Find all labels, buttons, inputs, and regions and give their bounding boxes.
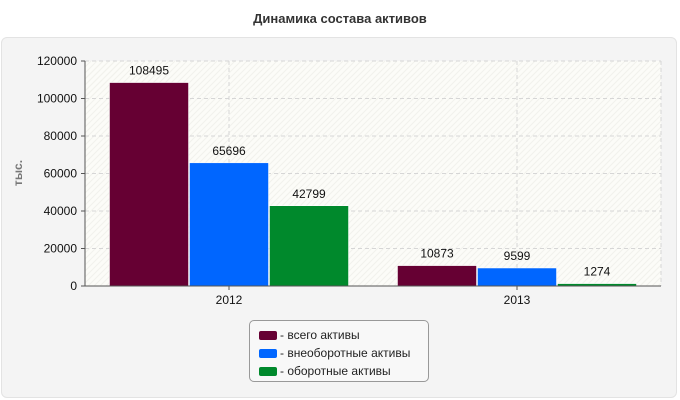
plot-hatch [447, 72, 662, 287]
chart-title: Динамика состава активов [253, 11, 427, 26]
legend-label: - всего активы [280, 328, 360, 342]
plot-hatch [555, 180, 662, 287]
y-axis-label: тыс. [11, 160, 25, 186]
legend-swatch [259, 366, 277, 376]
plot-hatch [84, 60, 122, 98]
plot-hatch [633, 258, 662, 287]
plot-hatch [609, 234, 662, 287]
plot-hatch [84, 60, 134, 110]
y-tick-label: 0 [70, 279, 77, 293]
plot-hatch [543, 168, 662, 287]
legend-swatch [259, 330, 277, 340]
x-tick-label: 2013 [504, 293, 531, 307]
y-tick-label: 20000 [44, 242, 78, 256]
plot-hatch [537, 162, 662, 287]
plot-hatch [84, 60, 92, 68]
bar [109, 82, 189, 287]
data-label: 9599 [504, 249, 531, 263]
plot-hatch [591, 216, 662, 287]
legend-label: - оборотные активы [280, 364, 391, 378]
plot-hatch [597, 222, 662, 287]
plot-hatch [531, 156, 662, 287]
plot-hatch [84, 60, 110, 86]
plot-hatch [561, 186, 662, 287]
y-tick-label: 100000 [37, 92, 77, 106]
plot-hatch [549, 174, 662, 287]
plot-hatch [489, 114, 662, 287]
chart-legend: - всего активы - внеоборотные активы - о… [249, 320, 429, 382]
plot-hatch [621, 246, 662, 287]
bar [189, 162, 269, 287]
legend-item: - всего активы [259, 326, 428, 344]
data-label: 1274 [584, 265, 611, 279]
plot-hatch [84, 60, 104, 80]
y-tick-label: 60000 [44, 167, 78, 181]
plot-hatch [441, 66, 662, 287]
bar [477, 267, 557, 287]
plot-hatch [513, 138, 662, 287]
y-tick-label: 120000 [37, 54, 77, 68]
legend-item: - оборотные активы [259, 362, 428, 380]
legend-item: - внеоборотные активы [259, 344, 428, 362]
plot-hatch [453, 78, 662, 287]
data-label: 42799 [292, 187, 326, 201]
plot-hatch [567, 192, 662, 287]
y-tick-label: 80000 [44, 129, 78, 143]
plot-hatch [459, 84, 662, 287]
bar [397, 265, 477, 287]
plot-hatch [639, 264, 662, 287]
x-tick-label: 2012 [216, 293, 243, 307]
plot-hatch [573, 198, 662, 287]
data-label: 10873 [420, 247, 454, 261]
plot-hatch [585, 210, 662, 287]
y-tick-label: 40000 [44, 204, 78, 218]
plot-hatch [477, 102, 662, 287]
plot-hatch [627, 252, 662, 287]
plot-hatch [483, 108, 662, 287]
plot-hatch [507, 132, 662, 287]
bar [269, 205, 349, 287]
plot-hatch [579, 204, 662, 287]
legend-label: - внеоборотные активы [280, 346, 411, 360]
plot-hatch [84, 60, 116, 92]
legend-swatch [259, 348, 277, 358]
plot-hatch [501, 126, 662, 287]
plot-hatch [471, 96, 662, 287]
plot-hatch [495, 120, 662, 287]
plot-hatch [651, 276, 662, 287]
plot-hatch [645, 270, 662, 287]
plot-hatch [465, 90, 662, 287]
plot-hatch [519, 144, 662, 287]
plot-hatch [603, 228, 662, 287]
data-label: 108495 [129, 64, 169, 78]
plot-hatch [84, 60, 98, 74]
plot-hatch [84, 60, 128, 104]
data-label: 65696 [212, 144, 246, 158]
